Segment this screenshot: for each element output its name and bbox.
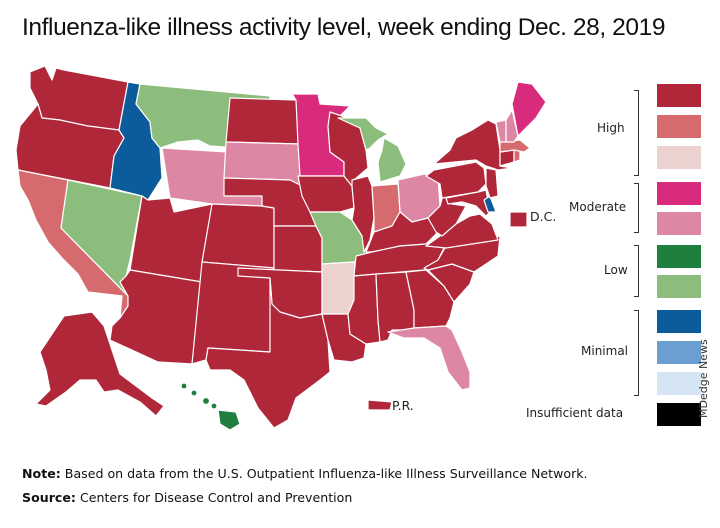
legend-swatch-minimal-3 xyxy=(657,310,701,333)
state-ut xyxy=(129,195,213,283)
legend-swatch-low-2 xyxy=(657,245,701,268)
dc-label: D.C. xyxy=(530,209,557,224)
state-hi xyxy=(180,382,241,431)
source-label: Source: xyxy=(22,490,76,505)
legend-swatch-moderate-1 xyxy=(657,212,701,235)
state-wv xyxy=(427,191,467,237)
state-nj xyxy=(485,167,499,199)
state-dc xyxy=(509,211,528,228)
legend-swatch-high-3 xyxy=(657,84,701,107)
source-text: Centers for Disease Control and Preventi… xyxy=(75,490,353,505)
state-az xyxy=(109,269,203,365)
legend-swatch-low-1 xyxy=(657,275,701,298)
legend-moderate-bracket xyxy=(634,183,639,233)
legend-low-label: Low xyxy=(604,263,628,277)
legend-swatch-minimal-2 xyxy=(657,341,701,364)
page-title: Influenza-like illness activity level, w… xyxy=(22,14,666,41)
legend-high-bracket xyxy=(634,90,639,176)
pr-label: P.R. xyxy=(392,398,414,413)
legend-swatch-high-2 xyxy=(657,115,701,138)
state-mi xyxy=(337,117,407,183)
state-ri xyxy=(513,149,521,163)
legend-minimal-label: Minimal xyxy=(581,344,629,358)
legend-swatch-moderate-2 xyxy=(657,182,701,205)
legend-swatch-high-1 xyxy=(657,146,701,169)
state-ak xyxy=(35,311,165,417)
credit-label: MDedge News xyxy=(697,339,710,418)
legend-swatch-minimal-1 xyxy=(657,372,701,395)
state-ct xyxy=(499,149,515,167)
state-de xyxy=(483,195,497,213)
legend-high-label: High xyxy=(597,121,625,135)
note-line: Note: Based on data from the U.S. Outpat… xyxy=(22,466,588,481)
legend-low-bracket xyxy=(634,245,639,297)
state-ks xyxy=(273,225,323,273)
state-nd xyxy=(225,97,301,145)
source-line: Source: Centers for Disease Control and … xyxy=(22,490,352,505)
state-me xyxy=(511,81,547,137)
state-il xyxy=(351,175,375,253)
state-ma xyxy=(499,139,531,153)
legend-swatch-insufficient xyxy=(657,403,701,426)
state-nc xyxy=(423,235,501,273)
state-nh xyxy=(505,109,519,143)
state-tx xyxy=(205,277,331,429)
note-label: Note: xyxy=(22,466,61,481)
state-ne xyxy=(223,177,317,227)
legend-insufficient-label: Insufficient data xyxy=(526,406,624,420)
legend-moderate-label: Moderate xyxy=(569,200,627,214)
state-co xyxy=(201,203,275,269)
state-fl xyxy=(387,325,471,391)
state-pr xyxy=(367,399,393,411)
note-text: Based on data from the U.S. Outpatient I… xyxy=(60,466,588,481)
legend-minimal-bracket xyxy=(634,310,639,396)
state-md xyxy=(445,189,491,217)
